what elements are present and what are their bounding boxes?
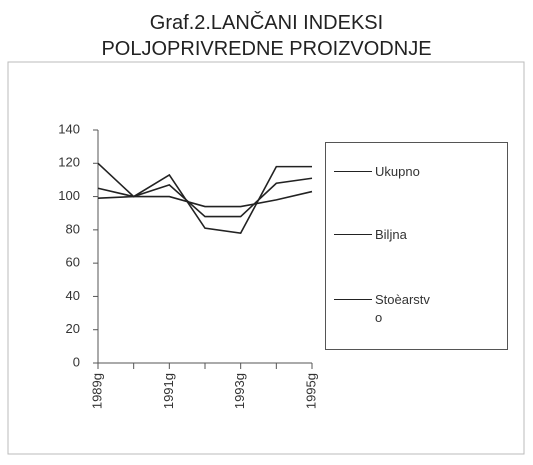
x-tick-label: 1993g xyxy=(232,373,247,409)
y-tick-label: 40 xyxy=(66,288,80,303)
chart-frame xyxy=(7,61,525,455)
legend-swatch xyxy=(334,234,372,235)
x-tick-label: 1989g xyxy=(89,373,104,409)
x-tick-label: 1991g xyxy=(161,373,176,409)
y-tick-label: 0 xyxy=(73,354,80,369)
legend-entry: Stoèarstvo xyxy=(334,291,437,327)
series-line xyxy=(97,162,312,235)
series-line xyxy=(97,190,313,208)
legend-swatch xyxy=(334,171,372,172)
chart-title: Graf.2.LANČANI INDEKSI POLJOPRIVREDNE PR… xyxy=(0,10,533,62)
y-tick-label: 100 xyxy=(58,188,80,203)
title-line: Graf.2.LANČANI INDEKSI xyxy=(149,12,384,34)
legend-entry: Biljna xyxy=(334,226,437,244)
legend: Ukupno Biljna Stoèarstvo xyxy=(325,142,508,350)
y-tick-label: 140 xyxy=(58,121,80,136)
y-tick-label: 80 xyxy=(66,221,80,236)
legend-label: Ukupno xyxy=(375,164,420,179)
y-tick-label: 20 xyxy=(66,321,80,336)
legend-label: Biljna xyxy=(375,227,407,242)
x-tick-label: 1995g xyxy=(303,373,318,409)
y-tick-label: 120 xyxy=(58,155,80,170)
legend-entry: Ukupno xyxy=(334,163,437,181)
legend-label: Stoèarstvo xyxy=(375,292,430,325)
legend-swatch xyxy=(334,299,372,300)
y-tick-label: 60 xyxy=(66,255,80,270)
title-line: POLJOPRIVREDNE PROIZVODNJE xyxy=(101,38,432,60)
